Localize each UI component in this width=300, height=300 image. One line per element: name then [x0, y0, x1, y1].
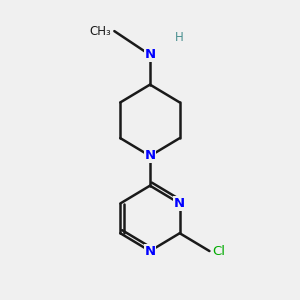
Text: H: H — [175, 31, 184, 44]
Text: N: N — [144, 149, 156, 162]
Text: CH₃: CH₃ — [90, 25, 111, 38]
Text: N: N — [144, 244, 156, 258]
Text: Cl: Cl — [212, 244, 225, 258]
Text: N: N — [144, 48, 156, 62]
Text: N: N — [174, 197, 185, 210]
